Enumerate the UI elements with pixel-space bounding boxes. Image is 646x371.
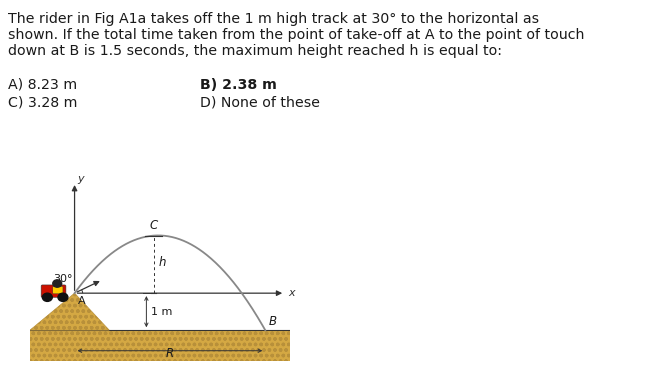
Text: x: x	[289, 288, 295, 298]
FancyBboxPatch shape	[41, 285, 66, 297]
Circle shape	[58, 293, 68, 301]
Text: D) None of these: D) None of these	[200, 96, 320, 110]
Text: A: A	[78, 296, 86, 306]
Circle shape	[43, 293, 52, 301]
Text: The rider in Fig A1a takes off the 1 m high track at 30° to the horizontal as: The rider in Fig A1a takes off the 1 m h…	[8, 12, 539, 26]
Text: B: B	[269, 315, 277, 328]
Text: shown. If the total time taken from the point of take-off at A to the point of t: shown. If the total time taken from the …	[8, 28, 585, 42]
FancyBboxPatch shape	[53, 286, 63, 294]
Bar	[30, 330, 290, 361]
Text: A) 8.23 m: A) 8.23 m	[8, 78, 77, 92]
Text: C: C	[150, 219, 158, 232]
Polygon shape	[30, 293, 109, 330]
Text: h: h	[159, 256, 166, 269]
Text: down at B is 1.5 seconds, the maximum height reached h is equal to:: down at B is 1.5 seconds, the maximum he…	[8, 44, 502, 58]
Text: 30°: 30°	[54, 274, 73, 284]
Bar	[30, 330, 290, 361]
Text: B) 2.38 m: B) 2.38 m	[200, 78, 277, 92]
Text: C) 3.28 m: C) 3.28 m	[8, 96, 78, 110]
Text: R: R	[166, 347, 174, 360]
Text: y: y	[77, 174, 84, 184]
Text: 1 m: 1 m	[151, 307, 172, 317]
Circle shape	[53, 280, 62, 287]
